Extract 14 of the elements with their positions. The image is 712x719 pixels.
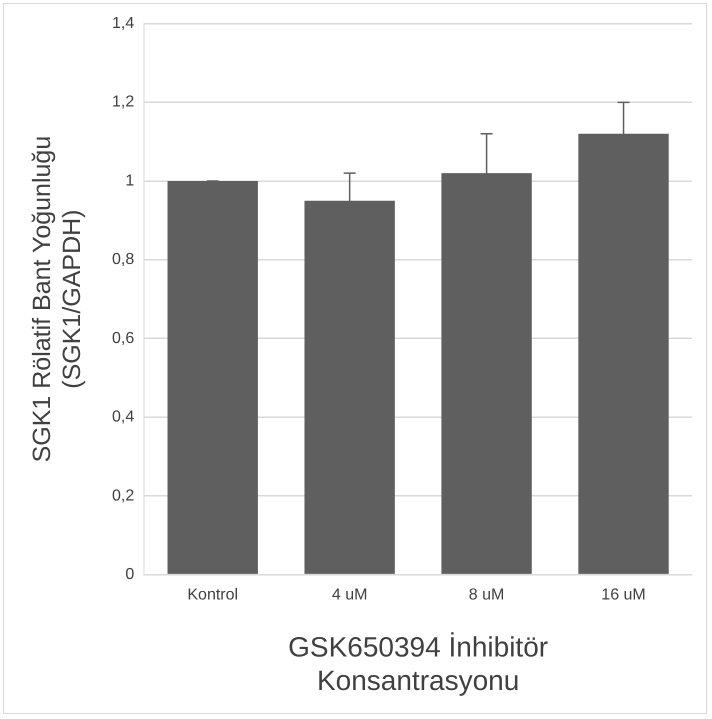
- y-tick-label: 1: [125, 172, 134, 190]
- x-tick-label: 8 uM: [468, 586, 504, 604]
- x-tick-label: 16 uM: [601, 586, 646, 604]
- x-tick-label: Kontrol: [187, 586, 238, 604]
- y-tick-label: 1,4: [112, 15, 134, 32]
- y-tick-label: 0: [125, 566, 134, 584]
- y-tick-label: 0,6: [112, 330, 134, 347]
- x-axis-title: GSK650394 İnhibitör Konsantrasyonu: [288, 631, 548, 696]
- y-tick-label: 1,2: [112, 94, 134, 111]
- y-tick-label: 0,2: [112, 487, 134, 504]
- y-tick-label: 0,4: [112, 408, 134, 426]
- y-axis-title: SGK1 Rölatif Bant Yoğunluğu (SGK1/GAPDH): [28, 136, 86, 462]
- y-tick-label: 0,8: [112, 251, 134, 268]
- x-tick-label: 4 uM: [332, 586, 368, 604]
